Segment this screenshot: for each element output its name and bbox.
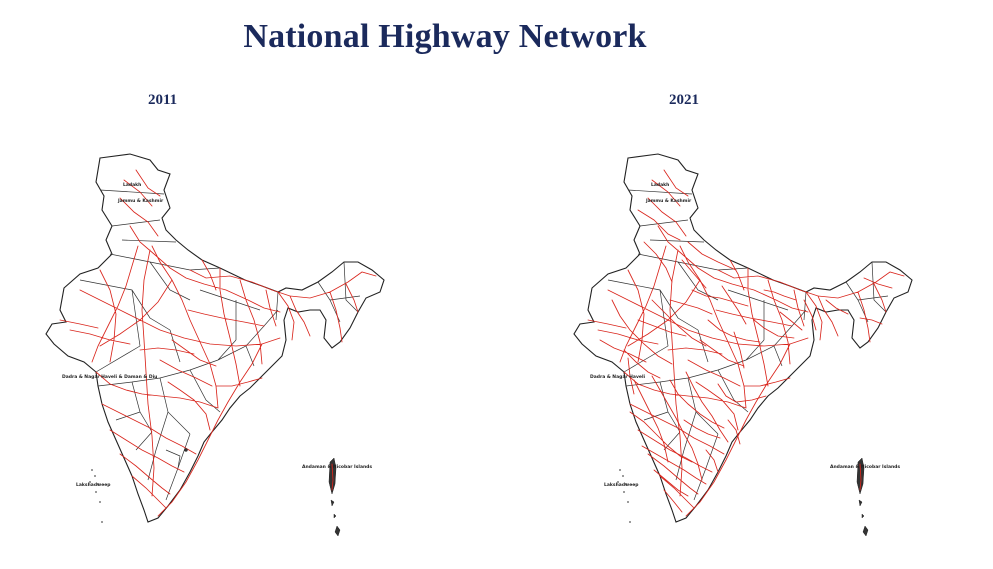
india-mainland-2021 [573, 153, 913, 523]
india-mainland-2011 [45, 153, 385, 523]
label-ladakh: Ladakh [651, 183, 670, 188]
map-year-2011: 2011 [148, 92, 178, 108]
label-andaman-nicobar: Andaman & Nicobar Islands [302, 465, 373, 470]
india-outline-2011 [45, 153, 385, 537]
label-andaman-nicobar: Andaman & Nicobar Islands [830, 465, 901, 470]
label-jammu-kashmir: Jammu & Kashmir [646, 199, 692, 204]
label-lakshadweep: Lakshadweep [604, 483, 639, 488]
label-lakshadweep: Lakshadweep [76, 483, 111, 488]
map-year-2021: 2021 [669, 92, 699, 108]
lakshadweep-islands-2011 [89, 469, 103, 523]
page-title: National Highway Network [243, 18, 647, 55]
label-ladakh: Ladakh [123, 183, 142, 188]
andaman-islands-2011 [328, 457, 341, 537]
label-dadra-nagar-haveli: Dadra & Nagar Haveli & Daman & Diu [62, 375, 158, 380]
andaman-islands-2021 [856, 457, 869, 537]
india-highway-map-2021: Ladakh Jammu & Kashmir Dadra & Nagar Hav… [568, 150, 918, 545]
india-outline-2021 [573, 153, 913, 537]
label-dadra-nagar-haveli: Dadra & Nagar Haveli [590, 375, 646, 380]
label-jammu-kashmir: Jammu & Kashmir [118, 199, 164, 204]
lakshadweep-islands-2021 [617, 469, 631, 523]
india-highway-map-2011: Ladakh Jammu & Kashmir Dadra & Nagar Hav… [40, 150, 390, 545]
